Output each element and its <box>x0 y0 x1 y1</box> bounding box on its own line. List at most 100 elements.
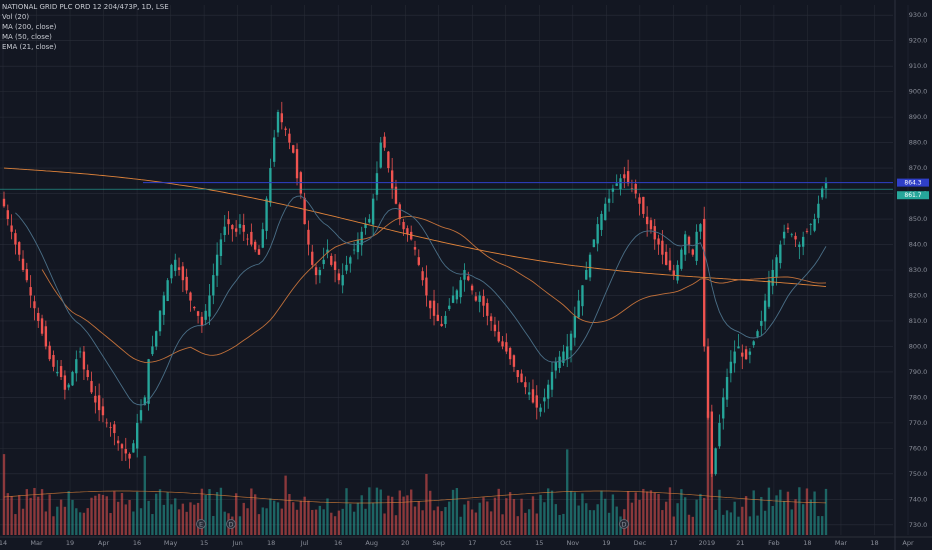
volume-bar <box>101 494 105 535</box>
x-tick-label: Aug <box>365 539 378 547</box>
candle-body <box>234 228 238 232</box>
candle-body <box>29 287 32 296</box>
volume-bar <box>642 488 645 535</box>
volume-bar <box>801 504 805 535</box>
candle-body <box>394 186 398 204</box>
candle-body <box>337 273 341 281</box>
price-axis[interactable]: 930.0920.0910.0900.0890.0880.0870.0860.0… <box>894 0 929 550</box>
candle-body <box>345 264 348 271</box>
volume-bar <box>817 516 820 535</box>
volume-bar <box>18 495 21 535</box>
candle-body <box>729 361 733 374</box>
volume-bar <box>497 488 500 535</box>
candle-body <box>626 171 630 184</box>
candle-body <box>246 238 249 240</box>
candle-body <box>661 240 664 255</box>
candle-body <box>303 197 306 225</box>
volume-bar <box>505 498 508 535</box>
y-tick-label: 910.0 <box>909 62 928 70</box>
volume-bar <box>459 516 462 535</box>
candle-body <box>387 151 390 169</box>
y-tick-label: 810.0 <box>909 317 928 325</box>
volume-ma-line <box>3 490 827 504</box>
volume-bar <box>410 489 413 535</box>
volume-bar <box>390 496 394 535</box>
candle-body <box>196 311 200 316</box>
volume-bar <box>48 494 51 535</box>
volume-bar <box>714 509 717 535</box>
volume-bar <box>139 508 143 535</box>
volume-bar <box>109 512 112 535</box>
volume-bar <box>368 487 371 535</box>
candle-body <box>801 236 805 247</box>
candle-body <box>569 333 573 351</box>
x-tick-label: 19 <box>602 539 610 547</box>
volume-bar <box>657 493 660 535</box>
volume-bar <box>520 498 523 535</box>
x-tick-label: 17 <box>669 539 677 547</box>
volume-bar <box>573 492 577 535</box>
volume-bar <box>356 502 360 535</box>
x-tick-label: Sep <box>433 539 445 547</box>
candle-body <box>767 280 771 307</box>
candle-body <box>402 221 405 230</box>
candle-body <box>128 453 131 459</box>
volume-bar <box>474 512 478 535</box>
volume-bar <box>322 509 325 535</box>
candle-body <box>539 407 542 412</box>
candle-body <box>760 320 763 326</box>
time-axis[interactable]: 14 Mar 19 Apr 16 May 15 Jun 18 Jul 16 Aug 20 Sep 17 Oct… <box>0 536 932 547</box>
candle-body <box>824 182 828 189</box>
candle-body <box>105 422 108 424</box>
volume-bar <box>6 493 9 535</box>
volume-bar <box>128 500 131 535</box>
candle-body <box>314 267 318 276</box>
candle-body <box>212 275 215 296</box>
candle-body <box>193 306 196 309</box>
volume-bar <box>592 510 596 535</box>
candle-body <box>524 382 527 388</box>
candle-body <box>368 219 371 223</box>
candle-body <box>486 303 489 316</box>
candle-body <box>162 295 166 315</box>
candle-body <box>189 292 192 301</box>
volume-bar <box>269 498 272 535</box>
candle-body <box>474 296 478 301</box>
volume-bar <box>615 506 618 535</box>
volume-bar <box>649 490 653 535</box>
volume-bar <box>821 516 824 535</box>
candle-body <box>86 370 89 378</box>
candle-body <box>292 145 295 153</box>
x-tick-label: Apr <box>98 539 110 547</box>
y-tick-label: 780.0 <box>909 393 928 401</box>
event-marker-icon <box>226 519 236 529</box>
volume-bar <box>585 503 588 535</box>
volume-bar <box>756 515 759 535</box>
volume-bar <box>547 488 550 535</box>
volume-bar <box>379 489 382 535</box>
volume-bar <box>470 509 474 535</box>
candle-body <box>375 173 379 195</box>
x-tick-label: 20 <box>401 539 409 547</box>
candle-body <box>280 113 283 123</box>
event-marker-label: E <box>199 521 203 529</box>
volume-bar <box>94 495 97 535</box>
candle-body <box>763 300 767 322</box>
volume-bar <box>116 501 120 535</box>
volume-bar <box>86 508 89 535</box>
volume-bar <box>333 516 337 535</box>
candle-body <box>52 355 55 367</box>
volume-bar <box>782 500 786 535</box>
candle-body <box>782 231 786 239</box>
volume-bar <box>581 493 584 535</box>
volume-bar <box>158 489 162 535</box>
volume-bar <box>493 497 497 535</box>
volume-bar <box>14 514 17 535</box>
candle-body <box>455 290 459 300</box>
candle-body <box>276 112 280 133</box>
volume-bar <box>402 496 405 535</box>
volume-bar <box>174 498 177 535</box>
candle-body <box>554 361 557 371</box>
candle-body <box>413 247 417 250</box>
